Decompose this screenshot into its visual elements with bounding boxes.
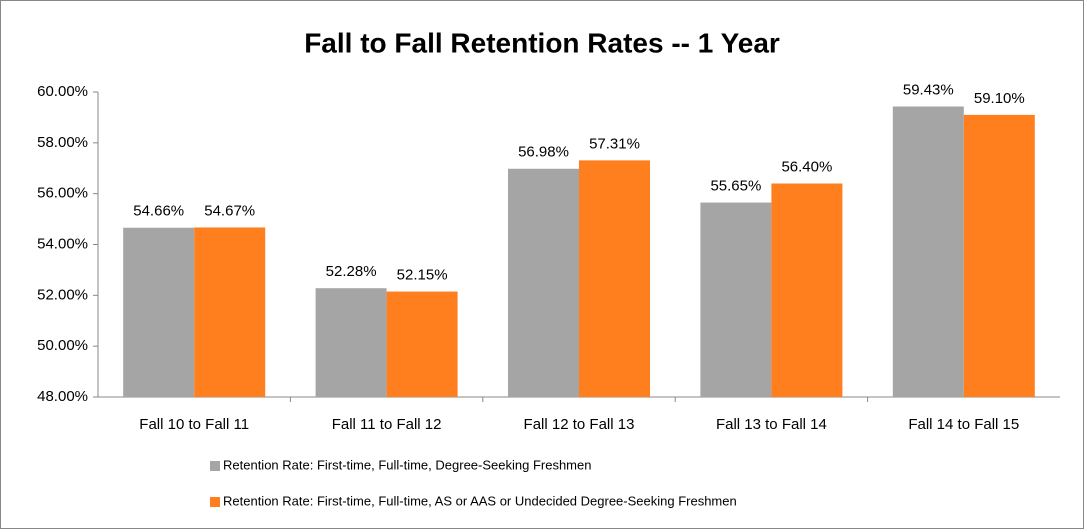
bar <box>194 227 266 397</box>
bar <box>123 227 195 397</box>
legend-swatch <box>210 461 220 471</box>
x-tick-label: Fall 12 to Fall 13 <box>524 416 635 433</box>
bar <box>315 288 387 397</box>
y-tick-label: 52.00% <box>37 286 88 303</box>
value-label: 59.43% <box>903 81 954 98</box>
value-label: 55.65% <box>710 178 761 195</box>
y-tick-label: 56.00% <box>37 185 88 202</box>
chart-title: Fall to Fall Retention Rates -- 1 Year <box>304 27 780 58</box>
y-tick-label: 58.00% <box>37 134 88 151</box>
x-tick-label: Fall 14 to Fall 15 <box>908 416 1019 433</box>
bar <box>700 202 772 397</box>
value-label: 52.28% <box>326 263 377 280</box>
value-label: 56.98% <box>518 144 569 161</box>
legend-swatch <box>210 497 220 507</box>
value-label: 54.67% <box>204 202 255 219</box>
bar <box>579 160 650 397</box>
value-label: 56.40% <box>781 158 832 175</box>
value-label: 57.31% <box>589 135 640 152</box>
legend-label: Retention Rate: First-time, Full-time, A… <box>223 493 737 508</box>
x-tick-label: Fall 10 to Fall 11 <box>139 416 249 433</box>
y-tick-label: 54.00% <box>37 235 88 252</box>
y-tick-label: 50.00% <box>37 337 88 354</box>
bar <box>771 183 843 397</box>
bar <box>892 106 964 398</box>
y-tick-label: 48.00% <box>37 388 88 405</box>
bar <box>963 114 1035 397</box>
value-label: 52.15% <box>397 266 448 283</box>
legend-label: Retention Rate: First-time, Full-time, D… <box>223 457 591 472</box>
x-tick-label: Fall 11 to Fall 12 <box>332 416 442 433</box>
value-label: 54.66% <box>133 203 184 220</box>
y-tick-label: 60.00% <box>37 83 88 100</box>
x-tick-label: Fall 13 to Fall 14 <box>716 416 827 433</box>
bar <box>508 168 579 397</box>
value-label: 59.10% <box>974 90 1025 107</box>
bar <box>386 291 458 397</box>
